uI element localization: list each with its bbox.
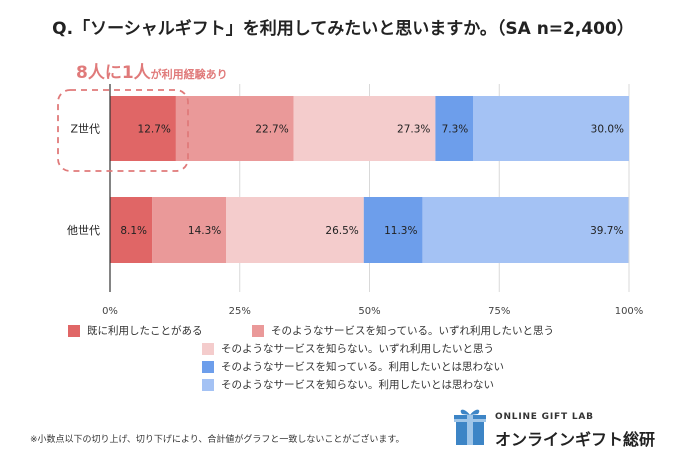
legend-label: そのようなサービスを知らない。いずれ利用したいと思う bbox=[221, 343, 494, 355]
legend-swatch bbox=[202, 342, 214, 355]
bar-segment bbox=[293, 96, 436, 161]
legend-label: そのようなサービスを知らない。利用したいとは思わない bbox=[221, 379, 494, 391]
data-label: 26.5% bbox=[325, 225, 358, 237]
legend-label: 既に利用したことがある bbox=[87, 325, 203, 337]
data-label: 8.1% bbox=[120, 225, 147, 237]
bar-segment bbox=[152, 197, 227, 263]
bar-segment bbox=[422, 197, 629, 263]
bar-segment bbox=[363, 197, 423, 263]
annotation-text: が利用経験あり bbox=[150, 68, 228, 81]
legend-item: そのようなサービスを知っている。利用したいとは思わない bbox=[202, 359, 504, 374]
legend-swatch bbox=[202, 378, 214, 391]
x-tick-label: 25% bbox=[229, 306, 251, 317]
bar-segment bbox=[175, 96, 294, 161]
x-tick-label: 50% bbox=[358, 306, 380, 317]
data-label: 12.7% bbox=[138, 124, 171, 136]
category-label: 他世代 bbox=[67, 224, 100, 237]
legend-item: そのようなサービスを知らない。いずれ利用したいと思う bbox=[202, 341, 494, 356]
data-label: 30.0% bbox=[591, 124, 624, 136]
legend-item: そのようなサービスを知らない。利用したいとは思わない bbox=[202, 377, 494, 392]
bar-segment bbox=[473, 96, 629, 161]
x-tick-label: 75% bbox=[488, 306, 510, 317]
data-label: 27.3% bbox=[397, 124, 430, 136]
bar-segment bbox=[226, 197, 364, 263]
data-label: 14.3% bbox=[188, 225, 221, 237]
x-tick-label: 0% bbox=[102, 306, 118, 317]
legend-swatch bbox=[252, 324, 264, 337]
bar-segment bbox=[110, 197, 153, 263]
brand-subtitle: ONLINE GIFT LAB bbox=[495, 412, 594, 422]
footnote: ※小数点以下の切り上げ、切り下げにより、合計値がグラフと一致しないことがございま… bbox=[30, 435, 405, 445]
bar-segment bbox=[110, 96, 176, 161]
data-label: 39.7% bbox=[590, 225, 623, 237]
highlight-frame bbox=[57, 89, 189, 172]
data-label: 22.7% bbox=[255, 124, 288, 136]
legend-swatch bbox=[68, 324, 80, 337]
legend-label: そのようなサービスを知っている。利用したいとは思わない bbox=[221, 361, 504, 373]
legend-swatch bbox=[202, 360, 214, 373]
legend-item: 既に利用したことがある bbox=[68, 323, 203, 338]
data-label: 11.3% bbox=[384, 225, 417, 237]
legend-item: そのようなサービスを知っている。いずれ利用したいと思う bbox=[252, 323, 554, 338]
data-label: 7.3% bbox=[442, 124, 469, 136]
gift-box-icon bbox=[454, 409, 486, 445]
category-label: Z世代 bbox=[70, 123, 100, 136]
annotation-highlight: 8人に1人 bbox=[76, 63, 151, 83]
chart-title: Q.「ソーシャルギフト」を利用してみたいと思いますか。（SA n=2,400） bbox=[52, 19, 634, 39]
annotation-callout: 8人に1人が利用経験あり bbox=[76, 58, 228, 83]
legend-label: そのようなサービスを知っている。いずれ利用したいと思う bbox=[271, 325, 554, 337]
x-tick-label: 100% bbox=[615, 306, 644, 317]
bar-segment bbox=[435, 96, 474, 161]
brand-name: オンラインギフト総研 bbox=[495, 430, 656, 449]
